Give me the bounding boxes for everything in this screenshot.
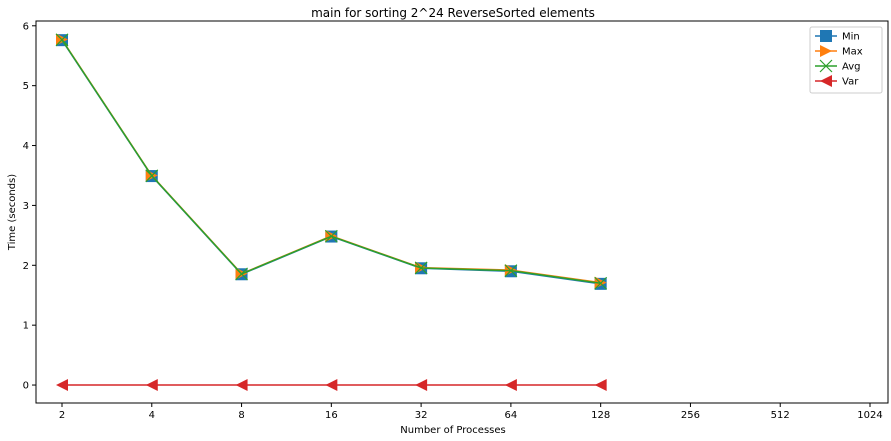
legend-label: Max [842, 47, 863, 58]
data-point-var [415, 379, 428, 392]
chart-title: main for sorting 2^24 ReverseSorted elem… [311, 6, 595, 20]
series-var [56, 379, 607, 392]
legend-item: Min [815, 30, 860, 43]
data-point-var [594, 379, 607, 392]
y-tick-label: 2 [23, 261, 29, 272]
legend-label: Min [842, 32, 860, 43]
x-axis: 2 4 8 16 32 64 128 256 512 1024 [59, 403, 883, 421]
x-tick-label: 512 [771, 410, 790, 421]
legend-label: Var [842, 77, 859, 88]
x-tick-label: 4 [149, 410, 155, 421]
series-min [56, 34, 607, 290]
data-point-avg [504, 264, 518, 278]
series-line-avg [61, 39, 601, 284]
x-tick-label: 32 [415, 410, 428, 421]
legend-label: Avg [842, 62, 861, 73]
legend-marker [820, 30, 832, 42]
y-tick-label: 1 [23, 321, 29, 332]
legend-item: Max [815, 45, 863, 58]
data-point-var [56, 379, 68, 392]
data-point-avg [145, 169, 159, 183]
y-axis: 0 1 2 3 4 5 6 [23, 21, 36, 392]
legend-marker [820, 45, 832, 57]
data-point-var [504, 379, 517, 392]
legend-marker [819, 59, 833, 73]
legend: Min Max Avg Var [809, 26, 883, 94]
x-tick-label: 2 [59, 410, 65, 421]
x-tick-label: 16 [325, 410, 338, 421]
y-tick-label: 0 [23, 381, 29, 392]
y-tick-label: 6 [23, 21, 29, 32]
series-max [56, 33, 607, 289]
data-point-var [145, 379, 158, 392]
legend-item: Avg [815, 59, 861, 73]
x-tick-label: 128 [591, 410, 610, 421]
data-point-avg [594, 276, 608, 290]
data-point-var [235, 379, 248, 392]
series-avg [55, 33, 608, 290]
x-tick-label: 64 [505, 410, 518, 421]
data-point-var [325, 379, 338, 392]
x-tick-label: 1024 [857, 410, 882, 421]
y-axis-label: Time (seconds) [7, 174, 18, 251]
series-layer [55, 33, 608, 392]
data-point-avg [324, 229, 338, 243]
data-point-avg [55, 33, 69, 47]
y-tick-label: 5 [23, 81, 29, 92]
y-tick-label: 3 [23, 201, 29, 212]
data-point-avg [235, 267, 248, 281]
legend-item: Var [815, 75, 859, 88]
x-tick-label: 8 [238, 410, 244, 421]
x-tick-label: 256 [681, 410, 700, 421]
x-axis-label: Number of Processes [400, 425, 505, 436]
data-point-avg [414, 261, 428, 275]
y-tick-label: 4 [23, 141, 29, 152]
legend-box [809, 26, 883, 94]
plot-frame [35, 20, 889, 404]
legend-marker [820, 75, 832, 87]
